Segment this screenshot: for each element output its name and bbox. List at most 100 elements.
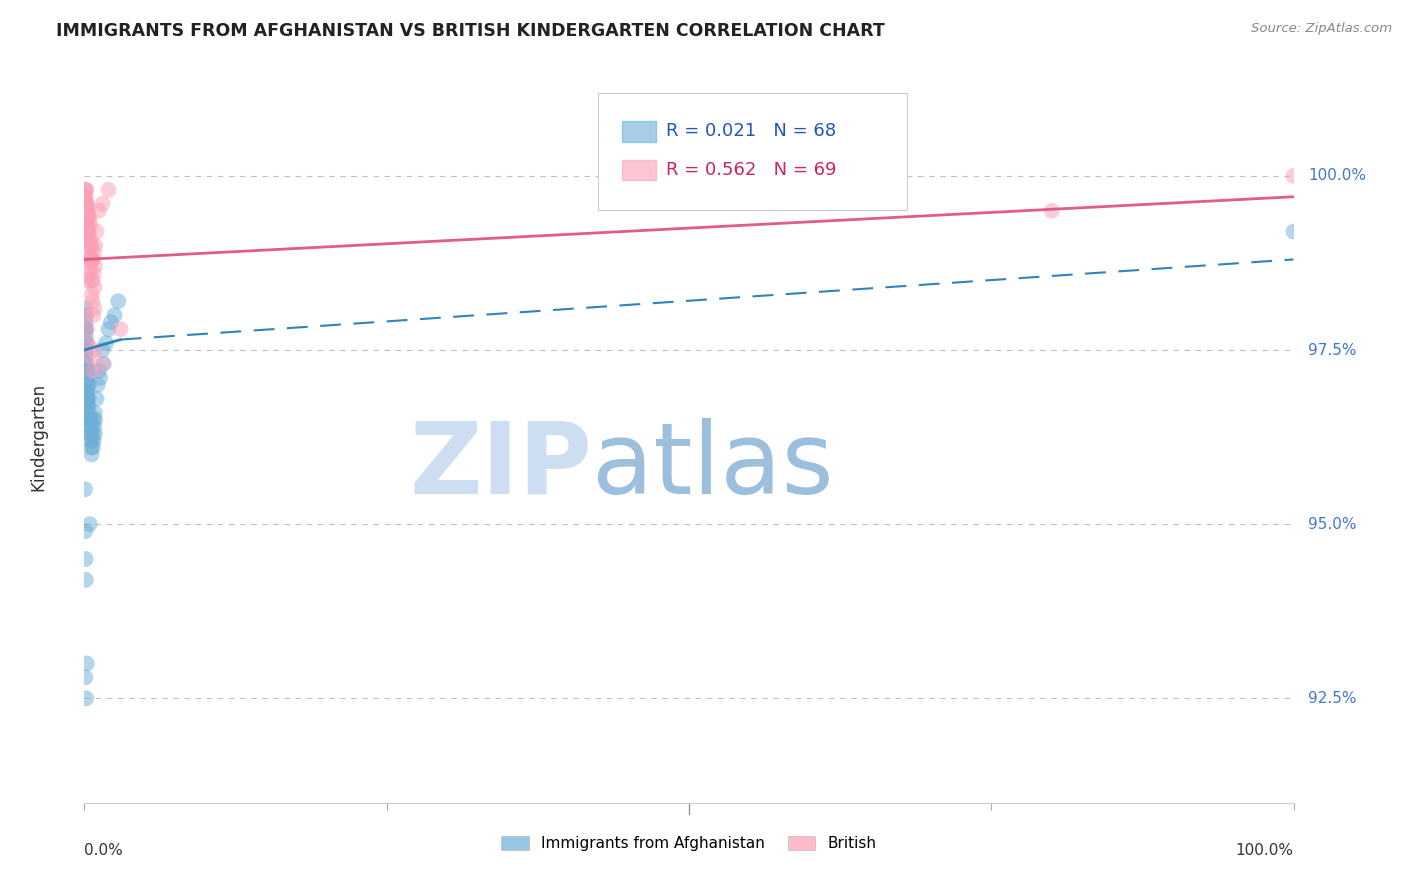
- Point: [79, 412, 101, 426]
- Point: [97, 183, 120, 197]
- Text: 97.5%: 97.5%: [1308, 343, 1357, 358]
- Point: [75, 203, 97, 218]
- Point: [76, 384, 98, 399]
- Point: [76, 377, 98, 392]
- Point: [1282, 225, 1305, 239]
- Point: [80, 441, 103, 455]
- Point: [79, 218, 101, 232]
- Point: [75, 203, 97, 218]
- Point: [77, 225, 100, 239]
- Point: [76, 225, 98, 239]
- Point: [93, 357, 115, 371]
- Point: [87, 203, 110, 218]
- Point: [75, 357, 97, 371]
- Point: [79, 426, 101, 441]
- Point: [75, 218, 97, 232]
- Point: [87, 364, 110, 378]
- Point: [75, 322, 97, 336]
- Text: 92.5%: 92.5%: [1308, 690, 1357, 706]
- Point: [83, 266, 105, 280]
- Point: [75, 190, 97, 204]
- Point: [80, 238, 103, 252]
- Point: [75, 357, 97, 371]
- Point: [75, 308, 97, 322]
- Point: [1040, 203, 1063, 218]
- Text: ZIP: ZIP: [409, 417, 592, 515]
- Point: [91, 343, 114, 357]
- Point: [76, 203, 98, 218]
- Point: [75, 336, 97, 351]
- Point: [91, 357, 114, 371]
- Point: [75, 343, 97, 357]
- Point: [83, 343, 105, 357]
- Point: [76, 392, 98, 406]
- Point: [77, 225, 100, 239]
- Point: [76, 371, 98, 385]
- Point: [75, 343, 97, 357]
- Point: [75, 183, 97, 197]
- Point: [86, 392, 108, 406]
- Point: [104, 308, 127, 322]
- Text: Kindergarten: Kindergarten: [30, 383, 48, 491]
- Point: [79, 434, 101, 448]
- Point: [75, 336, 97, 351]
- Point: [91, 196, 114, 211]
- Bar: [623, 121, 657, 142]
- Point: [76, 322, 98, 336]
- Point: [79, 266, 101, 280]
- Point: [110, 322, 132, 336]
- Point: [83, 245, 105, 260]
- Point: [76, 218, 98, 232]
- Text: 95.0%: 95.0%: [1308, 516, 1357, 532]
- Point: [75, 211, 97, 225]
- Point: [77, 252, 100, 267]
- Text: Source: ZipAtlas.com: Source: ZipAtlas.com: [1251, 22, 1392, 36]
- Point: [77, 412, 100, 426]
- Point: [76, 203, 98, 218]
- Point: [77, 364, 100, 378]
- Point: [94, 336, 117, 351]
- Point: [73, 483, 96, 497]
- Point: [75, 218, 97, 232]
- Point: [76, 399, 98, 413]
- Point: [76, 392, 98, 406]
- Point: [77, 399, 100, 413]
- Point: [76, 211, 98, 225]
- Point: [76, 231, 98, 245]
- Point: [76, 384, 98, 399]
- Text: 100.0%: 100.0%: [1308, 169, 1367, 184]
- Point: [80, 426, 103, 441]
- Point: [82, 294, 104, 309]
- Point: [77, 252, 100, 267]
- Point: [76, 218, 98, 232]
- Bar: [623, 160, 657, 180]
- Point: [82, 426, 104, 441]
- Point: [79, 238, 101, 252]
- Point: [76, 211, 98, 225]
- Point: [97, 322, 120, 336]
- Point: [75, 196, 97, 211]
- Point: [77, 419, 100, 434]
- Point: [77, 211, 100, 225]
- Point: [76, 657, 98, 671]
- Point: [77, 211, 100, 225]
- Point: [82, 364, 104, 378]
- Point: [83, 301, 105, 316]
- Point: [79, 350, 101, 364]
- Point: [89, 371, 111, 385]
- Point: [82, 252, 104, 267]
- Point: [76, 364, 98, 378]
- Legend: Immigrants from Afghanistan, British: Immigrants from Afghanistan, British: [495, 830, 883, 857]
- Text: R = 0.021   N = 68: R = 0.021 N = 68: [666, 122, 837, 140]
- Point: [82, 434, 104, 448]
- Point: [86, 225, 108, 239]
- Point: [76, 406, 98, 420]
- Point: [77, 238, 100, 252]
- Point: [77, 392, 100, 406]
- Point: [76, 336, 98, 351]
- Point: [82, 273, 104, 287]
- Point: [83, 434, 105, 448]
- Point: [75, 190, 97, 204]
- Point: [80, 287, 103, 301]
- Point: [75, 670, 97, 684]
